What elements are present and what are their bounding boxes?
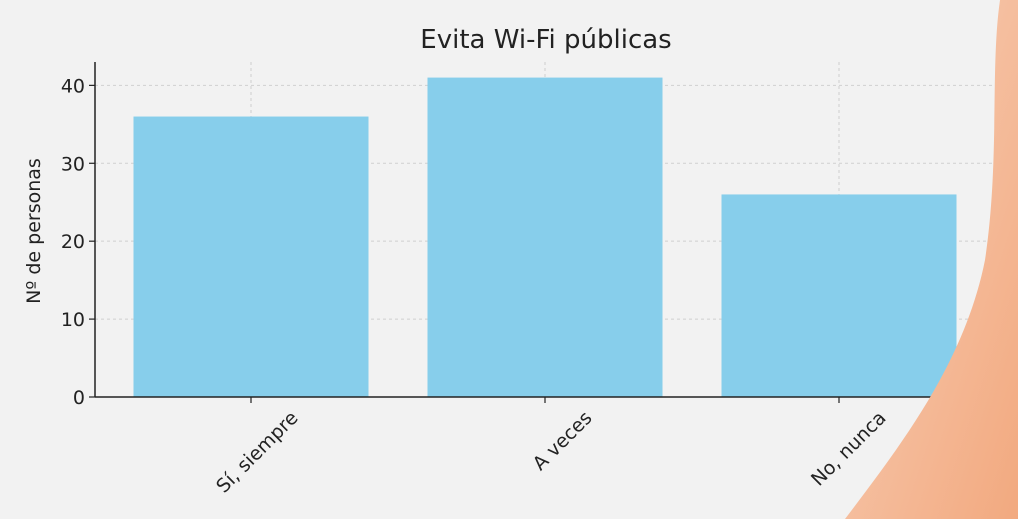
y-tick-label: 20 xyxy=(61,231,85,253)
chart-title: Evita Wi-Fi públicas xyxy=(420,25,671,55)
y-tick-label: 0 xyxy=(73,387,85,409)
decorative-shape xyxy=(845,0,1018,519)
y-tick-label: 40 xyxy=(61,75,85,97)
y-tick-label: 30 xyxy=(61,153,85,175)
y-tick-label: 10 xyxy=(61,309,85,331)
bar xyxy=(427,77,663,398)
bars xyxy=(133,77,957,398)
bar xyxy=(721,194,957,397)
y-axis-label: Nº de personas xyxy=(23,158,45,304)
bar xyxy=(133,116,369,397)
